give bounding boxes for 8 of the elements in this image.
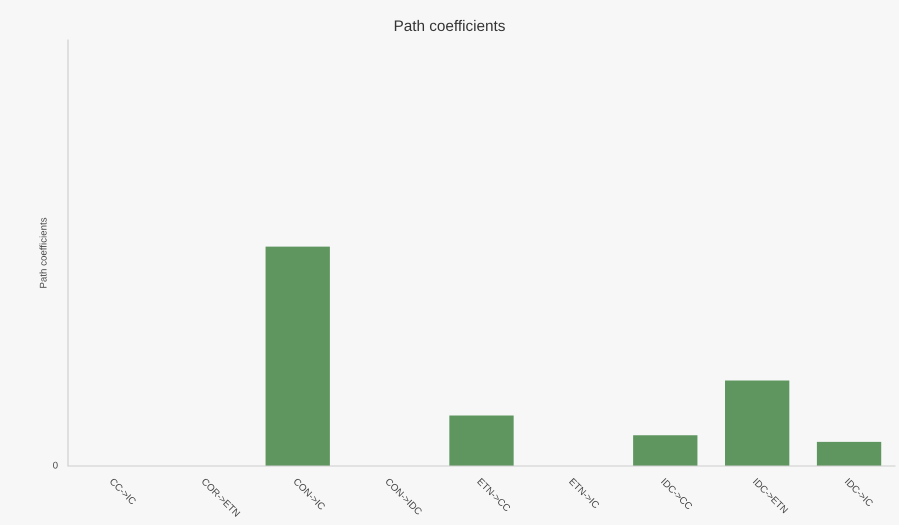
bar [816,442,882,466]
chart-title: Path coefficients [394,20,505,32]
text: 0 [53,462,58,469]
bar [449,416,514,466]
y-axis-title: Path coefficients [39,218,47,288]
bar [725,380,790,466]
bar [266,246,330,466]
bar [633,435,698,466]
